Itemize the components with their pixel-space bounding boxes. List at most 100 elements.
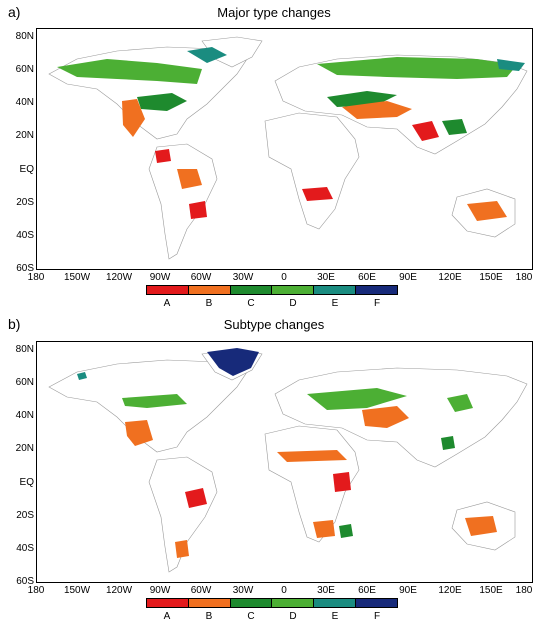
lon-label: 180 (27, 585, 45, 596)
lat-label: 80N (15, 344, 34, 355)
lat-label: 20S (16, 197, 34, 208)
legend-swatch-c (230, 599, 273, 607)
lon-label: 150W (63, 585, 91, 596)
region-f (207, 348, 259, 376)
lon-label: 150E (479, 272, 503, 283)
legend-swatch-d (272, 599, 315, 607)
legend-swatch-f (356, 286, 397, 294)
region-d (447, 394, 473, 412)
lat-label: 60N (15, 377, 34, 388)
map-subtype (36, 341, 533, 583)
lon-label: 60W (190, 272, 212, 283)
lon-label: 180 (515, 585, 533, 596)
region-a (155, 149, 171, 163)
lon-label: 120W (105, 585, 133, 596)
legend-colorbar (146, 598, 398, 608)
region-a (412, 121, 439, 141)
lon-label: 30E (317, 585, 335, 596)
lat-label: 40N (15, 97, 34, 108)
panel-b: b) Subtype changes 80N 60N 40N 20N EQ 20… (0, 312, 548, 625)
world-map-svg (48, 36, 528, 260)
south-america-outline (148, 143, 218, 260)
legend-swatch-c (230, 286, 273, 294)
legend-label: A (163, 298, 171, 309)
region-d (317, 57, 517, 79)
legend-swatch-d (272, 286, 315, 294)
region-b (125, 420, 153, 446)
panel-a: a) Major type changes 80N 60N 40N 20N EQ… (0, 0, 548, 312)
legend-swatch-b (188, 286, 231, 294)
legend-swatch-a (147, 599, 189, 607)
lon-label: 90E (399, 585, 417, 596)
region-c (441, 436, 455, 450)
region-e (497, 59, 525, 71)
legend-label: E (331, 298, 339, 309)
legend-swatch-e (314, 286, 357, 294)
region-b (342, 101, 412, 119)
lat-label: 40N (15, 410, 34, 421)
legend-label: E (331, 611, 339, 622)
region-b (177, 169, 202, 189)
overlay-regions (57, 47, 525, 221)
lon-label: 0 (281, 585, 287, 596)
overlay-regions (77, 348, 497, 558)
legend-label: C (247, 298, 255, 309)
lat-label: EQ (19, 477, 34, 488)
region-a (302, 187, 333, 201)
legend-label: A (163, 611, 171, 622)
lon-label: 120W (105, 272, 133, 283)
legend-swatch-a (147, 286, 189, 294)
lon-label: 150E (479, 585, 503, 596)
legend-swatch-b (188, 599, 231, 607)
lat-label: 40S (16, 230, 34, 241)
region-c (339, 524, 353, 538)
legend-label: D (289, 611, 297, 622)
region-a (189, 201, 207, 219)
region-b (465, 516, 497, 536)
legend-label: D (289, 298, 297, 309)
lat-label: 60N (15, 64, 34, 75)
lon-label: 0 (281, 272, 287, 283)
region-b (277, 450, 347, 462)
lon-label: 120E (438, 272, 462, 283)
region-b (313, 520, 335, 538)
lon-label: 60E (358, 585, 376, 596)
panel-letter: a) (8, 4, 21, 20)
legend-label: C (247, 611, 255, 622)
legend-swatch-f (356, 599, 397, 607)
region-b (467, 201, 507, 221)
region-d (57, 59, 202, 84)
region-d (122, 394, 187, 408)
region-d (307, 388, 407, 410)
legend-labels: A B C D E F (146, 611, 398, 622)
region-e (77, 372, 87, 380)
lon-label: 30W (232, 272, 254, 283)
map-major-type (36, 28, 533, 270)
region-e (187, 47, 227, 63)
lat-label: 40S (16, 543, 34, 554)
lon-label: 90W (149, 585, 171, 596)
region-b (122, 99, 145, 137)
lat-label: EQ (19, 164, 34, 175)
legend-label: B (205, 611, 213, 622)
legend-label: F (373, 611, 381, 622)
region-b (362, 406, 409, 428)
region-a (185, 488, 207, 508)
lat-label: 60S (16, 263, 34, 274)
legend-label: B (205, 298, 213, 309)
lon-label: 90W (149, 272, 171, 283)
legend-labels: A B C D E F (146, 298, 398, 309)
lon-label: 30E (317, 272, 335, 283)
lat-label: 60S (16, 576, 34, 587)
lat-label: 20N (15, 443, 34, 454)
region-c (442, 119, 467, 135)
world-map-svg (48, 348, 528, 573)
lon-label: 60E (358, 272, 376, 283)
panel-letter: b) (8, 316, 21, 332)
panel-title: Major type changes (217, 5, 331, 20)
lon-label: 180 (515, 272, 533, 283)
north-america-outline (48, 46, 248, 140)
legend-label: F (373, 298, 381, 309)
lon-label: 150W (63, 272, 91, 283)
panel-title: Subtype changes (223, 317, 325, 332)
